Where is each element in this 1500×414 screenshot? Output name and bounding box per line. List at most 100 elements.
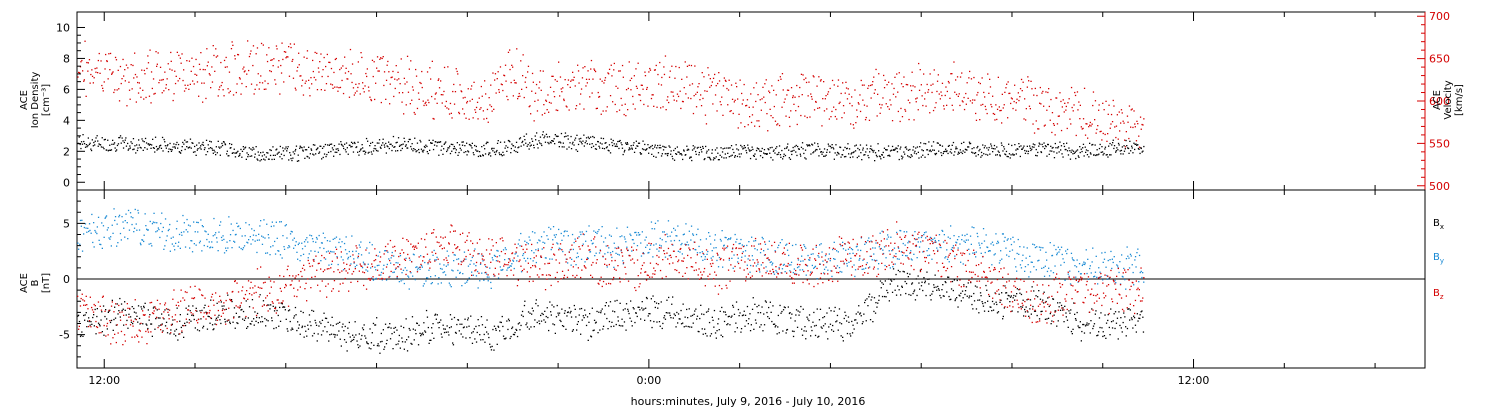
velocity-point [466,102,467,103]
bx-point [875,302,876,303]
by-point [158,227,159,228]
by-point [629,234,630,235]
density-point [141,138,142,139]
bx-point [303,312,304,313]
by-point [101,222,102,223]
density-point [1103,153,1104,154]
bx-point [181,332,182,333]
density-point [996,146,997,147]
bx-point [459,324,460,325]
velocity-point [483,110,484,111]
bx-point [290,321,291,322]
bx-point [745,315,746,316]
density-point [1138,149,1139,150]
bx-point [185,325,186,326]
bx-point [420,335,421,336]
velocity-point [968,77,969,78]
velocity-point [274,79,275,80]
velocity-point [552,76,553,77]
density-point [732,149,733,150]
velocity-point [468,88,469,89]
by-point [383,268,384,269]
density-point [856,145,857,146]
by-point [772,263,773,264]
bx-point [304,326,305,327]
density-point [252,147,253,148]
velocity-point [812,99,813,100]
bx-point [474,338,475,339]
bx-point [369,328,370,329]
bx-point [644,320,645,321]
bx-point [114,307,115,308]
velocity-point [726,88,727,89]
bx-point [1123,322,1124,323]
density-point [844,147,845,148]
bx-point [829,307,830,308]
bx-point [501,322,502,323]
density-point [196,155,197,156]
by-point [761,264,762,265]
bx-point [421,334,422,335]
bx-point [895,290,896,291]
density-point [688,149,689,150]
by-point [794,268,795,269]
velocity-point [793,104,794,105]
density-point [654,146,655,147]
bx-point [754,304,755,305]
bx-point [403,327,404,328]
velocity-point [621,98,622,99]
density-point [514,150,515,151]
density-point [259,160,260,161]
velocity-point [882,97,883,98]
density-point [1033,147,1034,148]
velocity-point [469,119,470,120]
velocity-point [392,71,393,72]
by-point [444,271,445,272]
by-point [404,283,405,284]
bx-point [152,336,153,337]
velocity-point [415,69,416,70]
velocity-point [756,120,757,121]
bx-point [714,310,715,311]
bx-point [319,321,320,322]
velocity-point [1110,123,1111,124]
bx-point [99,324,100,325]
velocity-point [581,88,582,89]
density-point [206,140,207,141]
by-point [173,237,174,238]
bx-point [708,308,709,309]
bx-point [731,315,732,316]
bx-point [1009,295,1010,296]
density-point [364,151,365,152]
bx-point [575,316,576,317]
bx-point [308,329,309,330]
velocity-point [309,87,310,88]
velocity-point [974,100,975,101]
density-point [751,150,752,151]
density-point [366,138,367,139]
bx-point [1004,307,1005,308]
velocity-point [940,98,941,99]
density-point [404,138,405,139]
bx-point [846,320,847,321]
velocity-point [251,84,252,85]
density-point [115,147,116,148]
bx-point [578,321,579,322]
by-point [550,228,551,229]
velocity-point [659,62,660,63]
density-point [698,147,699,148]
velocity-point [697,92,698,93]
bx-point [380,341,381,342]
bx-point [465,337,466,338]
velocity-point [615,86,616,87]
by-point [186,219,187,220]
by-point [249,224,250,225]
density-point [266,156,267,157]
velocity-point [965,93,966,94]
bx-point [443,325,444,326]
velocity-point [967,82,968,83]
by-point [191,240,192,241]
by-point [311,235,312,236]
density-point [787,143,788,144]
velocity-point [701,105,702,106]
